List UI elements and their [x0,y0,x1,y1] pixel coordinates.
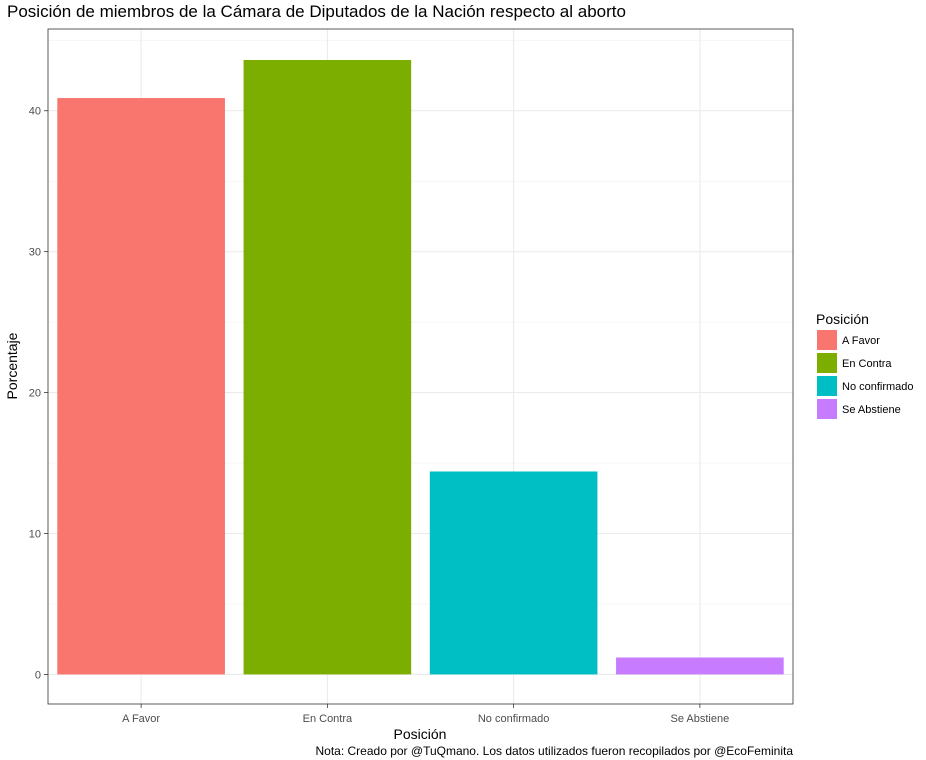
bar-a-favor [57,98,225,675]
bar-no-confirmado [429,471,598,675]
legend: Posición A Favor En Contra No confirmado Se… [816,311,914,419]
x-tick-label: A Favor [122,713,160,725]
y-tick-label: 30 [29,247,41,259]
y-tick-label: 10 [29,528,41,540]
bars [57,60,784,675]
x-tick-label: En Contra [303,713,353,725]
plot-border [47,28,794,705]
bar-en-contra [243,60,412,675]
x-axis: A Favor En Contra No confirmado Se Abstiene [122,704,729,725]
bar-se-abstiene [616,657,784,675]
caption: Nota: Creado por @TuQmano. Los datos uti… [316,744,794,758]
legend-label: A Favor [842,335,880,347]
x-tick-label: Se Abstiene [671,713,730,725]
y-tick-label: 40 [29,106,41,118]
legend-key [817,376,837,396]
y-axis-title: Porcentaje [4,332,20,399]
legend-label: Se Abstiene [842,404,901,416]
y-tick-label: 20 [29,388,41,400]
legend-title: Posición [816,311,869,327]
legend-key [817,330,837,350]
chart-title: Posición de miembros de la Cámara de Dip… [7,2,626,21]
legend-label: En Contra [842,358,892,370]
y-axis: 0 10 20 30 40 [29,106,48,681]
legend-label: No confirmado [842,381,914,393]
legend-key [817,399,837,419]
x-axis-title: Posición [394,726,447,742]
legend-key [817,353,837,373]
x-tick-label: No confirmado [478,713,550,725]
y-tick-label: 0 [35,669,41,681]
